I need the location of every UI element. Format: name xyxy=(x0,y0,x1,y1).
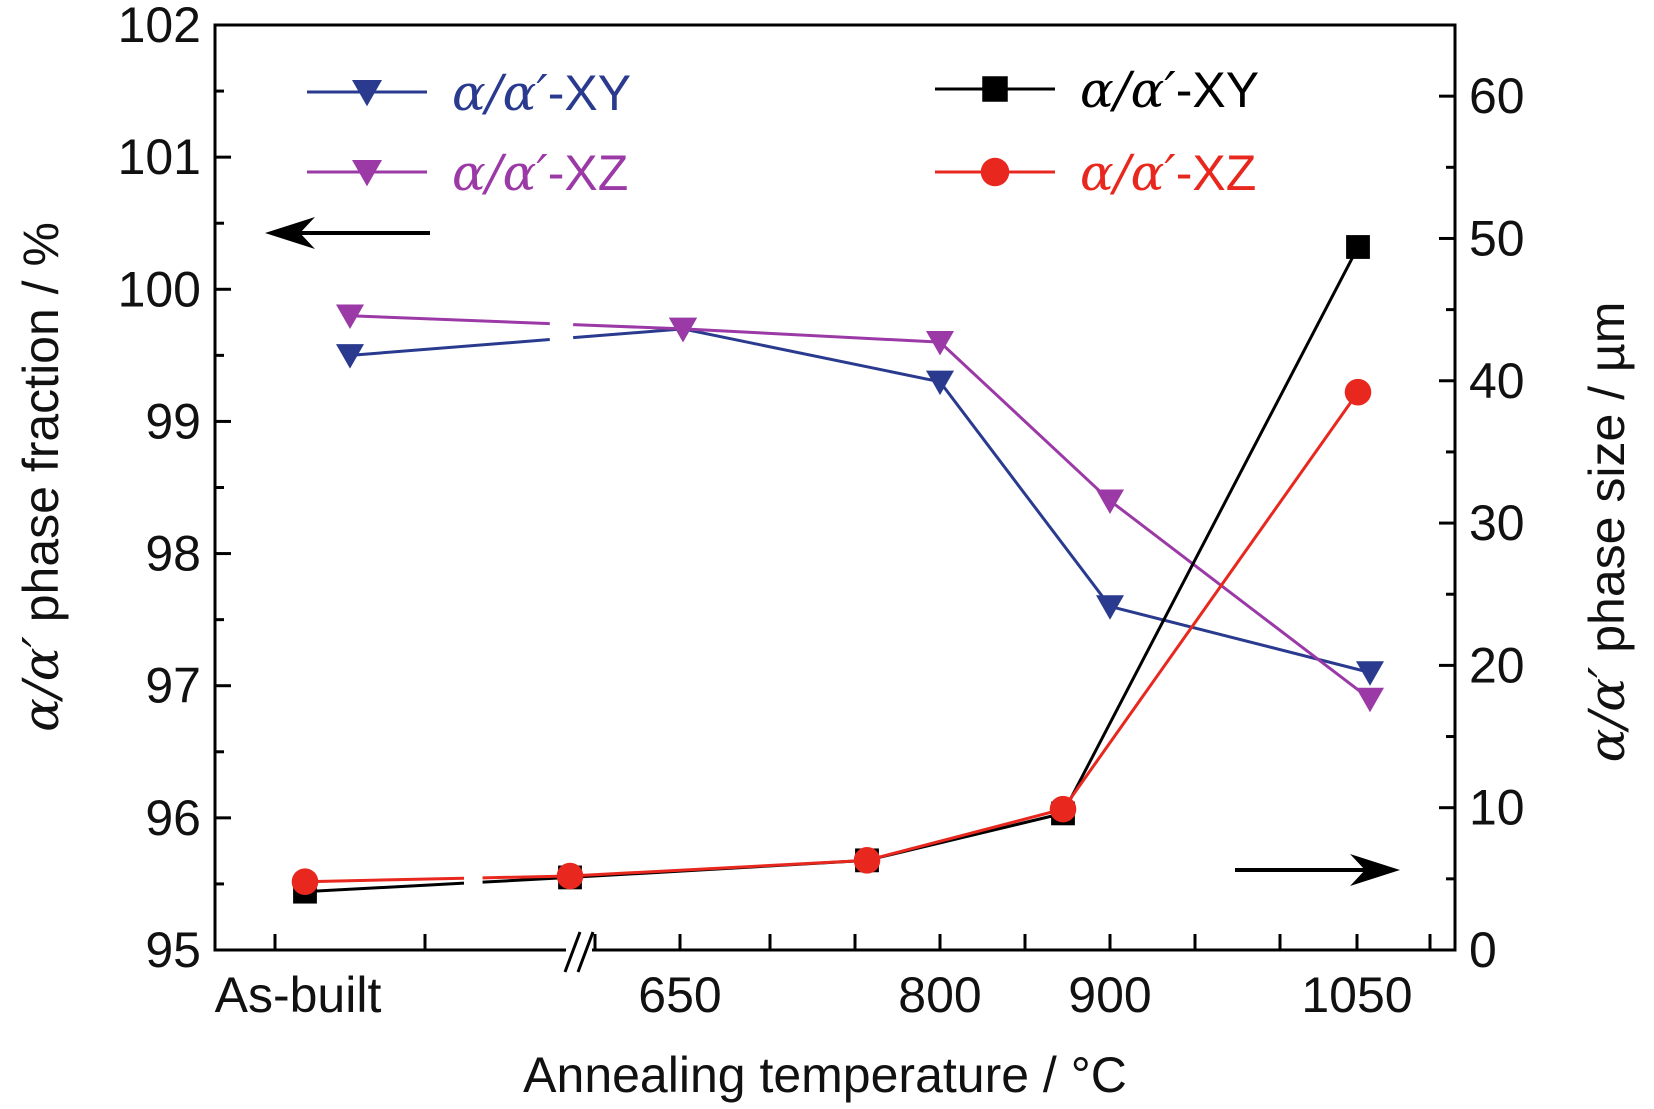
legend-label-greek: α/α′ xyxy=(1080,144,1176,202)
y-right-tick-label: 20 xyxy=(1469,637,1525,693)
legend-label-text: -XY xyxy=(548,65,631,121)
legend-label-greek: α/α′ xyxy=(452,64,548,122)
fraction-series-point xyxy=(1096,489,1124,515)
fraction-series-line xyxy=(938,341,1112,502)
size-series-line xyxy=(569,858,868,878)
x-tick-label: 650 xyxy=(638,967,721,1023)
right-axis-arrow xyxy=(1235,854,1400,886)
size-series-point xyxy=(1344,378,1372,406)
size-series-line xyxy=(866,807,1064,862)
y-left-axis-title-greek: α/α′ xyxy=(12,636,70,732)
y-left-axis-title: α/α′ phase fraction / % xyxy=(12,222,70,732)
size-series-point xyxy=(556,862,584,890)
legend-marker xyxy=(352,160,382,187)
fraction-series-point xyxy=(926,330,954,356)
fraction-series-line xyxy=(1109,499,1371,701)
y-left-tick-label: 95 xyxy=(145,922,201,978)
size-series-point xyxy=(291,868,319,895)
fraction-series-line xyxy=(349,338,550,357)
y-right-tick-label: 40 xyxy=(1469,353,1525,409)
fraction-series-line xyxy=(1109,604,1371,674)
y-right-tick-label: 0 xyxy=(1469,922,1497,978)
legend-label: α/α′-XY xyxy=(452,64,631,122)
axis-break-slash xyxy=(563,931,582,973)
fraction-series-line xyxy=(572,327,684,340)
fraction-series-line xyxy=(938,380,1112,608)
y-left-axis-title-text: phase fraction / % xyxy=(13,222,69,636)
x-axis-title: Annealing temperature / °C xyxy=(523,1047,1127,1103)
fraction-series-line xyxy=(682,327,941,384)
legend-label: α/α′-XY xyxy=(1080,61,1259,119)
fraction-series-point xyxy=(336,304,364,330)
legend-label-greek: α/α′ xyxy=(452,144,548,202)
fraction-series-0 xyxy=(336,317,1384,686)
size-series-point xyxy=(1049,795,1077,823)
fraction-series-1 xyxy=(336,304,1384,713)
y-right-axis-title-greek: α/α′ xyxy=(1578,666,1636,762)
legend-fraction-xz: α/α′-XZ xyxy=(307,144,628,202)
y-left-tick-label: 96 xyxy=(145,790,201,846)
left-axis-arrow xyxy=(265,217,430,249)
size-series-1 xyxy=(291,378,1372,895)
y-left-tick-label: 100 xyxy=(118,261,201,317)
fraction-series-point xyxy=(1356,661,1384,686)
fraction-series-point xyxy=(336,344,364,369)
x-tick-label: As-built xyxy=(215,967,382,1023)
legend-size-xy: α/α′-XY xyxy=(935,61,1259,119)
size-series-point xyxy=(1346,235,1370,259)
y-right-tick-label: 50 xyxy=(1469,210,1525,266)
x-tick-label: 900 xyxy=(1068,967,1151,1023)
fraction-series-point xyxy=(926,370,954,396)
legend-marker xyxy=(982,76,1008,102)
y-right-tick-label: 60 xyxy=(1469,68,1525,124)
legend-marker xyxy=(352,80,382,107)
fraction-series-line xyxy=(682,327,941,344)
legend-label-text: -XZ xyxy=(1176,145,1257,201)
legend-size-xz: α/α′-XZ xyxy=(935,144,1256,202)
y-right-tick-label: 10 xyxy=(1469,780,1525,836)
legend-label-greek: α/α′ xyxy=(1080,61,1176,119)
fraction-series-line xyxy=(573,323,684,331)
size-series-line xyxy=(304,876,465,884)
legend-fraction-xy: α/α′-XY xyxy=(307,64,631,122)
size-series-line xyxy=(1061,246,1360,815)
axis-break-slash xyxy=(576,931,595,973)
size-series-line xyxy=(482,874,571,880)
legend-label-text: -XY xyxy=(1176,62,1259,118)
legend-label-text: -XZ xyxy=(548,145,629,201)
x-tick-label: 1050 xyxy=(1301,967,1412,1023)
fraction-series-point xyxy=(1356,687,1384,713)
y-right-axis-title-text: phase size / µm xyxy=(1579,302,1635,667)
y-left-tick-label: 97 xyxy=(145,658,201,714)
plot-frame: 95969798991001011020102030405060As-built… xyxy=(118,0,1525,1023)
x-tick-label: 800 xyxy=(898,967,981,1023)
legend-marker xyxy=(980,157,1010,187)
plot-border xyxy=(213,23,1457,952)
fraction-series-point xyxy=(1096,595,1124,620)
size-series-line xyxy=(304,881,465,894)
size-series-line xyxy=(482,875,571,884)
y-right-axis-title: α/α′ phase size / µm xyxy=(1578,302,1636,763)
size-series-line xyxy=(1061,391,1360,810)
size-series-point xyxy=(853,847,881,874)
legend-label: α/α′-XZ xyxy=(1080,144,1256,202)
fraction-series-line xyxy=(349,314,550,326)
legend-label: α/α′-XZ xyxy=(452,144,628,202)
y-left-tick-label: 99 xyxy=(145,393,201,449)
fraction-series-point xyxy=(669,317,697,343)
y-right-tick-label: 30 xyxy=(1469,495,1525,551)
y-left-tick-label: 102 xyxy=(118,0,201,53)
y-left-tick-label: 98 xyxy=(145,526,201,582)
y-left-tick-label: 101 xyxy=(118,129,201,185)
